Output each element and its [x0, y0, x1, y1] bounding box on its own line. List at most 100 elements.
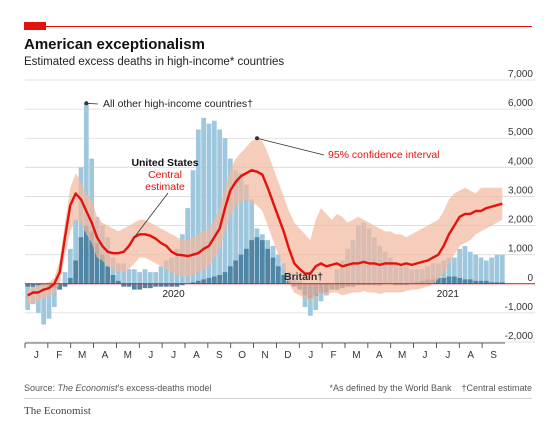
- bottom-rule: [24, 398, 532, 399]
- britain-bar-89: [499, 282, 505, 284]
- britain-bar-45: [265, 248, 271, 284]
- other-bar-9: [73, 219, 79, 284]
- source-note: Source: The Economist's excess-deaths mo…: [24, 383, 211, 393]
- other-bar-84: [473, 254, 479, 284]
- ci-leader-line: [256, 137, 325, 156]
- y-tick-label-8: 6,000: [508, 98, 533, 109]
- x-month-label-1: F: [56, 350, 62, 361]
- x-month-label-16: M: [398, 350, 406, 361]
- britain-bar-43: [254, 237, 260, 284]
- britain-bar-38: [227, 266, 233, 284]
- y-tick-label-2: 0: [527, 273, 533, 284]
- britain-bar-20: [131, 283, 137, 290]
- britain-bar-40: [238, 254, 244, 284]
- other-bar-87: [489, 257, 495, 284]
- britain-bar-41: [243, 248, 249, 284]
- britain-bar-7: [62, 283, 68, 287]
- other-bar-7: [62, 272, 68, 284]
- y-tick-label-4: 2,000: [508, 215, 533, 226]
- other-bar-0: [25, 283, 31, 310]
- other-bar-48: [281, 263, 287, 284]
- other-bar-81: [457, 248, 463, 284]
- other-bar-22: [142, 269, 148, 284]
- britain-bar-29: [179, 283, 185, 286]
- other-bar-38: [227, 158, 233, 284]
- britain-bar-39: [233, 260, 239, 284]
- other-bar-21: [137, 272, 143, 284]
- britain-bar-88: [494, 282, 500, 284]
- britain-bar-23: [147, 283, 153, 289]
- britain-bar-33: [201, 279, 207, 284]
- other-bar-35: [211, 120, 217, 284]
- axis-layer: -2,000 -1,000 0 1,000 2,000 3,000 4,000 5,000 6,…: [24, 69, 535, 361]
- britain-bar-84: [473, 280, 479, 284]
- x-month-label-12: J: [308, 350, 313, 361]
- britain-bar-42: [249, 240, 255, 284]
- other-bar-86: [483, 260, 489, 284]
- y-tick-label-6: 4,000: [508, 156, 533, 167]
- britain-bar-82: [462, 279, 468, 284]
- other-bar-19: [126, 269, 132, 284]
- britain-bar-1: [30, 283, 36, 287]
- other-bar-83: [467, 251, 473, 284]
- top-rule: [24, 26, 532, 27]
- other-bar-20: [131, 269, 137, 284]
- britain-bar-47: [275, 266, 281, 284]
- x-month-label-17: J: [423, 350, 428, 361]
- other-bar-8: [67, 248, 73, 284]
- source-suffix: 's excess-deaths model: [117, 383, 212, 393]
- chart-subtitle: Estimated excess deaths in high-income* …: [24, 56, 285, 68]
- x-month-label-18: J: [445, 350, 450, 361]
- x-month-label-14: M: [352, 350, 360, 361]
- other-bar-41: [243, 184, 249, 284]
- x-month-label-5: J: [148, 350, 153, 361]
- britain-bar-14: [99, 254, 105, 284]
- ci-label: 95% confidence interval: [328, 149, 440, 161]
- chart-title: American exceptionalism: [24, 36, 205, 53]
- other-bar-10: [78, 167, 84, 284]
- us-central-label-2: estimate: [145, 181, 185, 193]
- y-tick-label-5: 3,000: [508, 185, 533, 196]
- other-bar-25: [158, 266, 164, 284]
- britain-bar-79: [446, 276, 452, 284]
- britain-bar-78: [441, 277, 447, 284]
- britain-bar-83: [467, 279, 473, 284]
- britain-bar-86: [483, 280, 489, 284]
- x-month-label-3: A: [102, 350, 109, 361]
- x-month-label-13: F: [331, 350, 337, 361]
- other-bar-79: [446, 257, 452, 284]
- y-tick-label-7: 5,000: [508, 127, 533, 138]
- britain-bar-24: [153, 283, 159, 287]
- other-bar-24: [153, 272, 159, 284]
- other-bar-26: [163, 260, 169, 284]
- other-bar-16: [110, 257, 116, 284]
- britain-bar-37: [222, 272, 228, 284]
- x-month-label-10: N: [261, 350, 268, 361]
- britain-bar-12: [89, 231, 95, 284]
- other-bar-33: [201, 117, 207, 284]
- footnote-central-estimate: †Central estimate: [461, 383, 532, 393]
- x-month-label-19: A: [467, 350, 474, 361]
- britain-bar-0: [25, 283, 31, 287]
- britain-bar-32: [195, 280, 201, 284]
- other-countries-label: All other high-income countries†: [103, 98, 253, 110]
- britain-bar-21: [137, 283, 143, 290]
- other-bar-23: [147, 272, 153, 284]
- source-prefix: Source:: [24, 383, 58, 393]
- britain-bar-10: [78, 237, 84, 284]
- us-central-line: [27, 169, 503, 297]
- britain-bar-13: [94, 243, 100, 284]
- other-bar-54: [313, 283, 319, 310]
- britain-bar-36: [217, 275, 223, 284]
- britain-bar-2: [35, 283, 41, 286]
- other-bar-85: [478, 257, 484, 284]
- britain-bar-48: [281, 275, 287, 284]
- y-tick-label-0: -2,000: [505, 331, 534, 342]
- britain-bar-80: [451, 276, 457, 284]
- y-tick-label-1: -1,000: [505, 302, 534, 313]
- britain-bar-15: [105, 266, 111, 284]
- y-tick-label-3: 1,000: [508, 244, 533, 255]
- other-bar-39: [233, 170, 239, 284]
- britain-bar-17: [115, 280, 121, 284]
